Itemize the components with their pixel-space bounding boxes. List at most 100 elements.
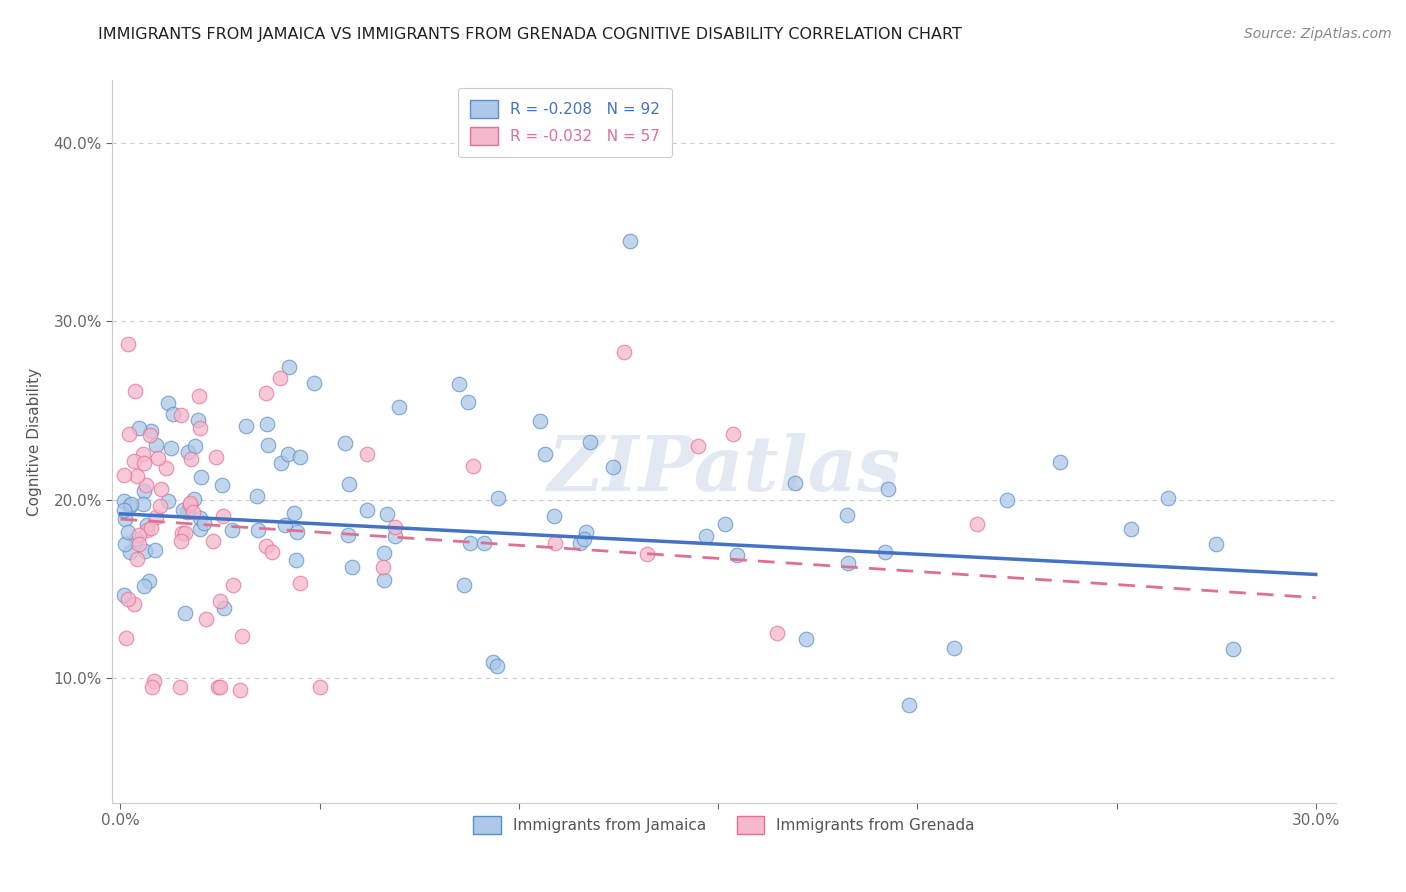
Point — [231, 629, 253, 643]
Point — [180, 451, 202, 466]
Point — [134, 543, 156, 558]
Point — [128, 421, 150, 435]
Point — [127, 552, 149, 566]
Point — [785, 476, 807, 491]
Point — [125, 532, 148, 546]
Point — [568, 536, 591, 550]
Point — [688, 439, 710, 453]
Point — [135, 478, 157, 492]
Point — [211, 478, 233, 492]
Point — [1157, 491, 1180, 505]
Point — [285, 524, 308, 539]
Point — [543, 508, 565, 523]
Point — [188, 389, 211, 403]
Point — [613, 345, 636, 359]
Point — [212, 600, 235, 615]
Point — [308, 680, 330, 694]
Point — [337, 528, 360, 542]
Point — [277, 447, 299, 461]
Point — [114, 537, 136, 551]
Point — [384, 520, 406, 534]
Point — [254, 386, 277, 401]
Point — [288, 576, 311, 591]
Point — [194, 612, 217, 626]
Point — [966, 516, 988, 531]
Point — [134, 456, 156, 470]
Point — [873, 545, 896, 559]
Point — [183, 492, 205, 507]
Point — [138, 574, 160, 588]
Point — [246, 524, 269, 538]
Point — [174, 606, 197, 620]
Point — [356, 503, 378, 517]
Point — [221, 577, 243, 591]
Point — [128, 528, 150, 542]
Point — [114, 494, 136, 508]
Point — [209, 680, 232, 694]
Point — [1049, 455, 1071, 469]
Point — [765, 626, 787, 640]
Point — [457, 395, 479, 409]
Point — [534, 447, 557, 461]
Point — [302, 376, 325, 391]
Point — [1205, 537, 1227, 551]
Point — [713, 517, 735, 532]
Point — [333, 436, 356, 450]
Point — [472, 536, 495, 550]
Point — [208, 594, 231, 608]
Point — [602, 460, 624, 475]
Point — [375, 508, 398, 522]
Point — [115, 631, 138, 645]
Point — [176, 505, 198, 519]
Point — [162, 408, 184, 422]
Point — [388, 400, 411, 414]
Point — [204, 450, 226, 464]
Point — [572, 532, 595, 546]
Point — [179, 496, 201, 510]
Point — [235, 419, 257, 434]
Point — [170, 534, 193, 549]
Point — [117, 337, 139, 351]
Point — [143, 674, 166, 689]
Point — [128, 537, 150, 551]
Point — [260, 545, 283, 559]
Point — [579, 434, 602, 449]
Point — [136, 518, 159, 533]
Point — [246, 489, 269, 503]
Point — [120, 499, 142, 513]
Text: IMMIGRANTS FROM JAMAICA VS IMMIGRANTS FROM GRENADA COGNITIVE DISABILITY CORRELAT: IMMIGRANTS FROM JAMAICA VS IMMIGRANTS FR… — [98, 27, 962, 42]
Point — [877, 482, 900, 496]
Point — [529, 414, 551, 428]
Point — [284, 553, 307, 567]
Point — [695, 529, 717, 543]
Point — [943, 640, 966, 655]
Point — [155, 460, 177, 475]
Point — [145, 438, 167, 452]
Point — [134, 579, 156, 593]
Legend: Immigrants from Jamaica, Immigrants from Grenada: Immigrants from Jamaica, Immigrants from… — [461, 804, 987, 846]
Point — [274, 518, 297, 533]
Text: ZIPatlas: ZIPatlas — [547, 434, 901, 508]
Point — [141, 521, 163, 535]
Point — [544, 535, 567, 549]
Point — [114, 512, 136, 526]
Point — [117, 591, 139, 606]
Point — [837, 556, 859, 570]
Point — [486, 491, 509, 506]
Point — [794, 632, 817, 647]
Point — [117, 524, 139, 539]
Point — [278, 359, 301, 374]
Y-axis label: Cognitive Disability: Cognitive Disability — [28, 368, 42, 516]
Point — [193, 516, 215, 530]
Point — [156, 494, 179, 508]
Point — [458, 535, 481, 549]
Point — [340, 560, 363, 574]
Point — [229, 683, 252, 698]
Point — [283, 507, 305, 521]
Text: Source: ZipAtlas.com: Source: ZipAtlas.com — [1244, 27, 1392, 41]
Point — [256, 417, 278, 431]
Point — [114, 503, 136, 517]
Point — [183, 439, 205, 453]
Point — [1222, 642, 1244, 657]
Point — [337, 477, 360, 491]
